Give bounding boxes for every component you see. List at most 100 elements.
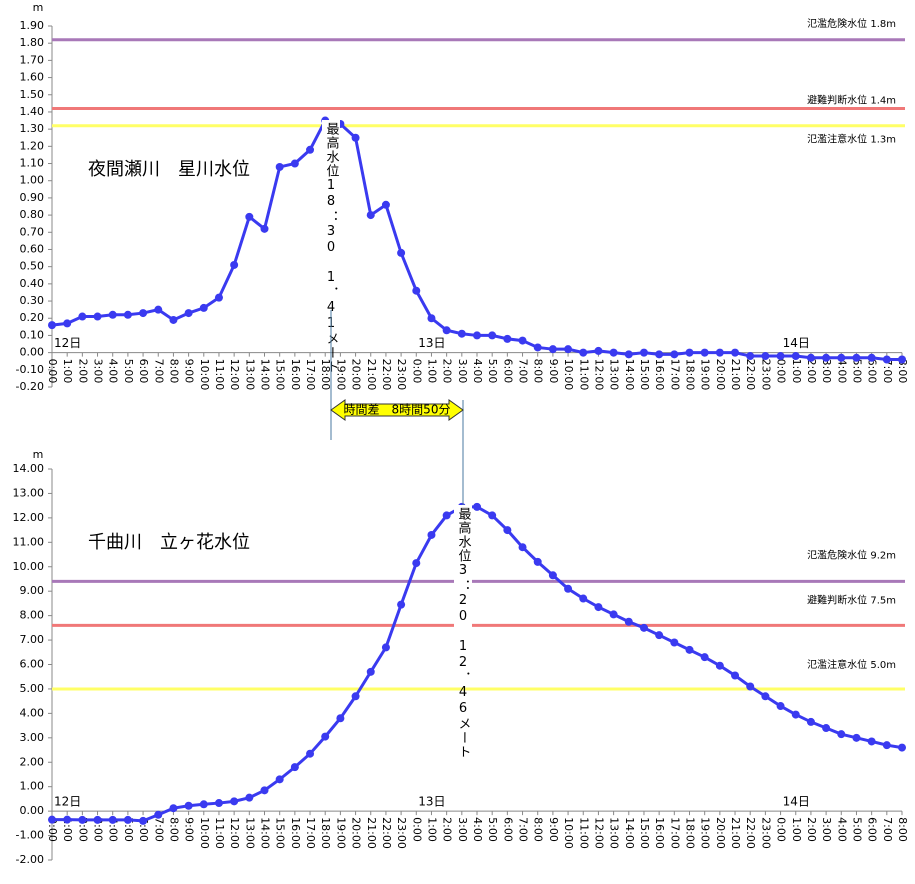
data-point <box>473 331 481 340</box>
peak-note: 最高水位18：30 1．41メート <box>324 122 340 374</box>
line-chart: m -2.00 -1.00 0.00 1.00 2.00 3.00 4.00 5.00 6.00 7… <box>13 448 910 866</box>
y-tick-label: 0.20 <box>20 311 45 324</box>
x-tick-label: 14:00 <box>259 359 272 391</box>
x-tick-label: 17:00 <box>304 817 317 849</box>
data-point <box>670 638 679 647</box>
y-unit: m <box>33 1 44 14</box>
y-tick-label: 1.40 <box>20 105 45 118</box>
x-tick-label: 1:00 <box>61 359 74 384</box>
threshold-label: 避難判断水位 7.5m <box>807 593 896 606</box>
day-label: 13日 <box>418 795 445 809</box>
y-tick-label: 1.10 <box>20 157 45 170</box>
x-tick-label: 21:00 <box>729 359 742 391</box>
y-tick-label: 0.40 <box>20 277 45 290</box>
x-tick-label: 16:00 <box>289 359 302 391</box>
y-tick-label: 0.60 <box>20 242 45 255</box>
y-tick-label: 1.60 <box>20 71 45 84</box>
data-point <box>275 775 284 784</box>
data-point <box>639 348 648 357</box>
data-point <box>78 815 87 824</box>
x-tick-label: 7:00 <box>517 817 530 842</box>
data-point <box>700 348 709 357</box>
chart-title: 夜間瀬川 星川水位 <box>88 159 250 180</box>
charts: m -0.20 -0.10 0.00 0.10 0.20 0.30 0.40 0.50 0.60 0… <box>13 1 910 866</box>
data-point <box>518 336 527 345</box>
x-tick-label: 20:00 <box>350 817 363 849</box>
data-point <box>275 162 284 171</box>
x-tick-label: 3:00 <box>456 359 469 384</box>
y-tick-label: 1.00 <box>20 174 45 187</box>
data-point <box>321 732 330 741</box>
x-tick-label: 0:00 <box>775 359 788 384</box>
x-tick-label: 14:00 <box>623 359 636 391</box>
data-point <box>245 212 254 221</box>
data-point <box>48 321 56 330</box>
x-tick-label: 7:00 <box>152 359 165 384</box>
y-tick-label: 8.00 <box>20 609 45 622</box>
y-tick-label: -0.20 <box>16 380 44 393</box>
data-point <box>655 350 664 359</box>
data-point <box>169 804 178 813</box>
data-point <box>366 667 375 676</box>
y-tick-label: 10.00 <box>13 560 45 573</box>
y-tick-label: 0.50 <box>20 260 45 273</box>
y-tick-label: 0.70 <box>20 225 45 238</box>
x-tick-label: 8:00 <box>532 359 545 384</box>
x-tick-label: 4:00 <box>471 817 484 842</box>
time-difference-arrow <box>330 399 464 421</box>
x-tick-label: 21:00 <box>365 359 378 391</box>
x-tick-label: 23:00 <box>395 817 408 849</box>
x-tick-label: 6:00 <box>501 817 514 842</box>
day-label: 14日 <box>783 795 810 809</box>
threshold-label: 氾濫危険水位 1.8m <box>807 17 896 30</box>
data-point <box>837 730 846 739</box>
data-point <box>108 310 117 319</box>
data-line <box>52 505 903 823</box>
data-point <box>381 200 390 209</box>
x-tick-label: 21:00 <box>729 817 742 849</box>
data-point <box>852 733 861 742</box>
data-point <box>199 800 208 809</box>
data-point <box>594 603 603 612</box>
x-tick-label: 5:00 <box>486 359 499 384</box>
x-tick-label: 5:00 <box>122 817 135 842</box>
data-point <box>154 305 163 314</box>
x-tick-label: 3:00 <box>92 359 105 384</box>
y-tick-label: 1.20 <box>20 139 45 152</box>
x-tick-label: 23:00 <box>395 359 408 391</box>
data-point <box>290 763 299 772</box>
x-tick-label: 7:00 <box>881 359 894 384</box>
data-point <box>776 352 785 361</box>
data-point <box>639 623 648 632</box>
x-tick-label: 19:00 <box>334 359 347 391</box>
x-tick-label: 12:00 <box>228 359 241 391</box>
data-point <box>837 353 846 362</box>
x-tick-label: 15:00 <box>638 359 651 391</box>
x-tick-label: 4:00 <box>107 817 120 842</box>
data-point <box>184 309 193 318</box>
y-tick-label: 1.90 <box>20 19 45 32</box>
x-tick-label: 5:00 <box>122 359 135 384</box>
data-point <box>427 530 436 539</box>
data-point <box>655 631 664 640</box>
data-point <box>169 315 178 324</box>
y-tick-label: 13.00 <box>13 486 45 499</box>
x-tick-label: 11:00 <box>577 359 590 391</box>
data-point <box>761 692 770 701</box>
y-tick-label: 14.00 <box>13 462 45 475</box>
data-point <box>397 600 406 609</box>
x-tick-label: 7:00 <box>152 817 165 842</box>
data-point <box>381 643 390 652</box>
x-tick-label: 13:00 <box>243 817 256 849</box>
y-tick-label: 2.00 <box>20 755 45 768</box>
data-point <box>533 343 542 352</box>
threshold-label: 氾濫注意水位 1.3m <box>807 133 896 146</box>
data-point <box>867 737 876 746</box>
x-tick-label: 16:00 <box>653 359 666 391</box>
x-tick-label: 18:00 <box>319 359 332 391</box>
x-tick-label: 4:00 <box>471 359 484 384</box>
x-tick-label: 12:00 <box>228 817 241 849</box>
time-difference-label: 時間差 8時間50分 <box>344 403 451 417</box>
y-tick-label: 0.00 <box>20 804 45 817</box>
data-point <box>867 353 876 362</box>
